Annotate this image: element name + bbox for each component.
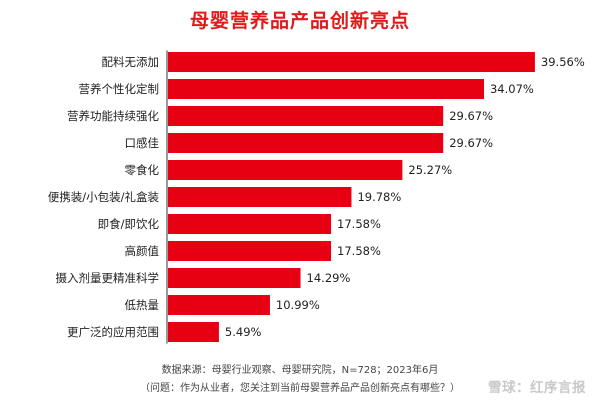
value-label: 17.58% xyxy=(337,217,381,231)
value-label: 5.49% xyxy=(225,325,262,339)
bar xyxy=(168,133,444,153)
category-label: 低热量 xyxy=(125,298,160,312)
bar xyxy=(168,322,219,342)
watermark-text: 雪球：红序言报 xyxy=(488,380,586,396)
bar-chart: 配料无添加 39.56% 营养个性化定制 34.07% 营养功能持续强化 29.67% 口感… xyxy=(48,50,585,344)
category-label: 即食/即饮化 xyxy=(98,217,160,231)
bar xyxy=(168,160,403,180)
value-label: 19.78% xyxy=(357,190,401,204)
survey-question-note: （问题：作为从业者，您关注到当前母婴营养品产品创新亮点有哪些？） xyxy=(140,383,460,394)
bar xyxy=(168,106,444,126)
value-label: 39.56% xyxy=(541,55,585,69)
category-label: 高颜值 xyxy=(125,244,160,258)
category-label: 便携装/小包装/礼盒装 xyxy=(48,190,160,204)
bar xyxy=(168,241,332,261)
value-label: 29.67% xyxy=(449,136,493,150)
bar xyxy=(168,52,535,72)
value-label: 29.67% xyxy=(449,109,493,123)
bar xyxy=(168,214,332,234)
value-label: 25.27% xyxy=(408,163,452,177)
category-label: 口感佳 xyxy=(125,136,160,150)
chart-title: 母婴营养品产品创新亮点 xyxy=(189,10,410,32)
category-label: 配料无添加 xyxy=(102,55,160,69)
data-source-note: 数据来源：母婴行业观察、母婴研究院，N=728；2023年6月 xyxy=(161,365,439,376)
value-label: 17.58% xyxy=(337,244,381,258)
value-label: 34.07% xyxy=(490,82,534,96)
bar xyxy=(168,187,352,207)
category-label: 零食化 xyxy=(125,163,160,177)
category-label: 更广泛的应用范围 xyxy=(67,325,159,339)
value-label: 10.99% xyxy=(276,298,320,312)
bar xyxy=(168,295,270,315)
bar xyxy=(168,268,301,288)
category-label: 营养功能持续强化 xyxy=(67,109,159,123)
category-label: 摄入剂量更精准科学 xyxy=(56,271,160,285)
bar xyxy=(168,79,484,99)
value-label: 14.29% xyxy=(307,271,351,285)
category-label: 营养个性化定制 xyxy=(79,82,160,96)
